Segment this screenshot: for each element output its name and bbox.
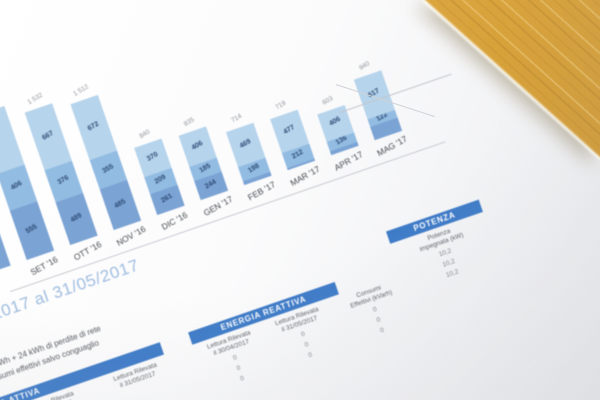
bar-segment-value: 406 xyxy=(190,139,205,152)
bar-segment-dark: 489 xyxy=(55,193,98,246)
bar-segment-value: 355 xyxy=(101,162,115,175)
bar-segment-value: 406 xyxy=(9,180,24,193)
bar-segment-value: 667 xyxy=(41,129,55,142)
bar-segment-dark xyxy=(0,209,11,275)
reattiva-table-column: Consumi Effettivi (kVarh) 0 0 0 xyxy=(334,277,418,347)
bar-segment-value: 376 xyxy=(56,174,71,187)
paper-edge-highlight xyxy=(421,0,600,161)
bar-segment-dark: 485 xyxy=(99,180,142,231)
stacked-bar: 406 185 244 xyxy=(178,126,229,201)
bar-segment-light xyxy=(0,105,25,175)
bar-segment-value: 672 xyxy=(86,120,101,133)
bar-segment-value: 485 xyxy=(113,197,127,210)
bar-segment-dark: 555 xyxy=(9,200,55,261)
stacked-bar: 406 136 xyxy=(317,105,359,156)
bar-segment-value: 489 xyxy=(69,211,84,224)
stacked-bar: 469 198 xyxy=(226,123,272,186)
bar-segment-value: 370 xyxy=(145,150,160,163)
bar-segment-value: 261 xyxy=(160,192,174,205)
stacked-bar: 477 212 xyxy=(270,110,316,171)
bar-segment-light: 667 xyxy=(24,103,72,171)
bar-segment-value: 406 xyxy=(328,116,342,129)
bar-segment-value: 469 xyxy=(238,137,253,150)
bar-segment-value: 555 xyxy=(24,223,39,236)
stacked-bar: 370 209 261 xyxy=(134,138,185,216)
bar-segment-value: 477 xyxy=(282,124,297,137)
bar-segment-light: 672 xyxy=(70,94,118,161)
